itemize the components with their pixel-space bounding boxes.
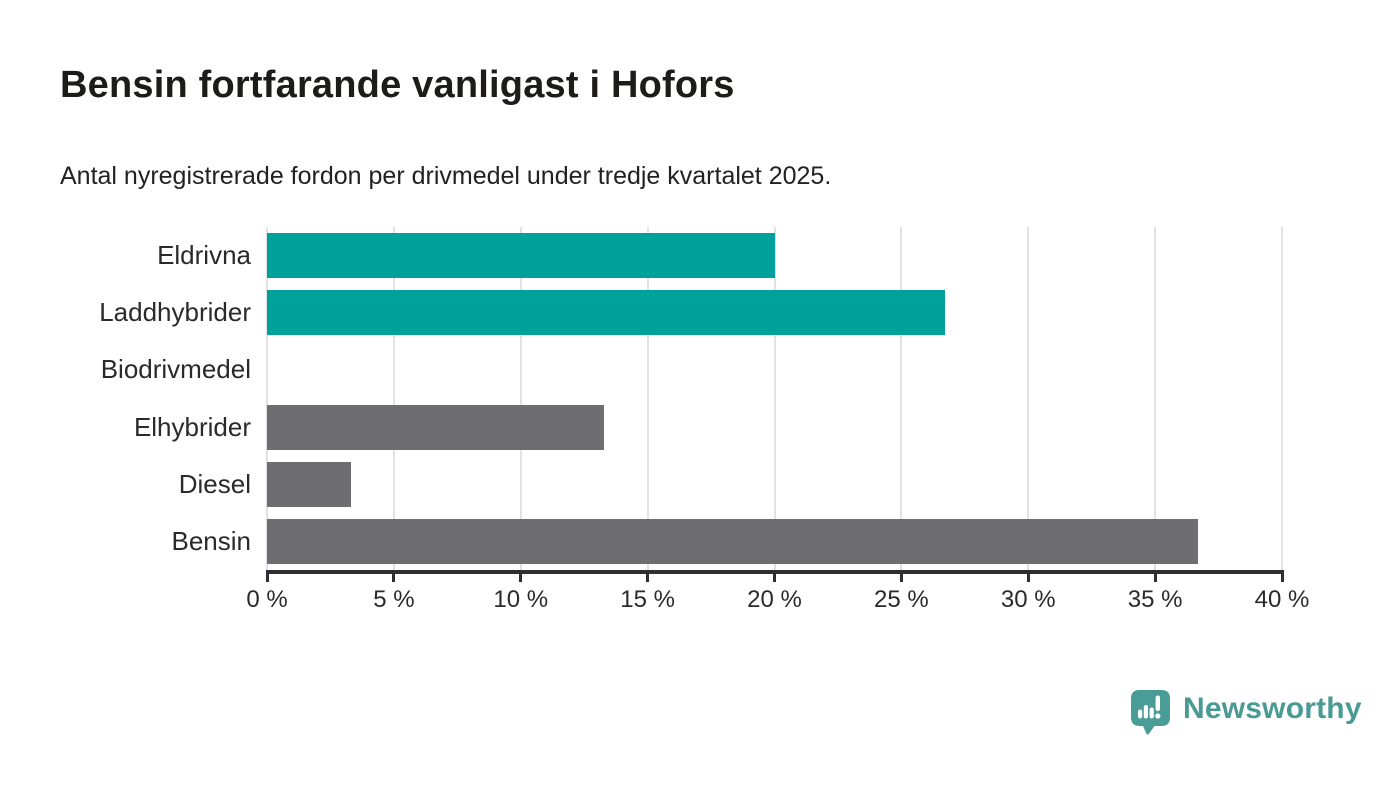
x-gridline	[900, 227, 903, 570]
x-gridline	[519, 227, 522, 570]
x-axis-tick	[773, 570, 776, 582]
x-axis-tick	[646, 570, 650, 582]
x-axis-tick	[1280, 570, 1284, 582]
x-axis-tick	[899, 570, 903, 582]
x-tick-label: 20 %	[747, 586, 802, 613]
x-axis-tick	[1153, 570, 1157, 582]
category-label: Biodrivmedel	[100, 354, 251, 385]
x-tick-label: 40 %	[1254, 586, 1310, 613]
x-tick-label: 25 %	[874, 586, 929, 613]
newsworthy-logo: Newsworthy	[1130, 689, 1362, 737]
x-axis-tick	[1026, 570, 1030, 582]
x-tick-label: 30 %	[1000, 586, 1056, 613]
x-axis-tick	[265, 570, 269, 582]
bar-eldrivna	[267, 233, 775, 279]
bar-elhybrider	[267, 404, 605, 450]
category-label: Bensin	[171, 525, 252, 556]
category-label: Eldrivna	[157, 240, 251, 270]
x-tick-label: 10 %	[493, 586, 549, 613]
x-axis-tick	[392, 570, 396, 582]
category-label: Laddhybrider	[99, 297, 251, 328]
x-gridline	[1154, 227, 1157, 570]
x-gridline	[266, 227, 268, 570]
bar-bensin	[267, 518, 1199, 564]
x-gridline	[773, 227, 776, 570]
x-gridline	[392, 227, 395, 570]
category-label: Elhybrider	[133, 411, 251, 442]
chart-subtitle: Antal nyregistrerade fordon per drivmede…	[60, 162, 832, 190]
x-tick-label: 5 %	[373, 586, 415, 613]
x-axis-tick	[519, 570, 523, 582]
x-gridline	[646, 227, 649, 570]
x-tick-label: 35 %	[1127, 586, 1183, 613]
chart-title: Bensin fortfarande vanligast i Hofors	[60, 64, 735, 106]
x-gridline	[1281, 227, 1283, 570]
newsworthy-logo-icon	[1131, 690, 1170, 735]
bar-diesel	[267, 461, 351, 507]
x-tick-label: 0 %	[246, 586, 288, 613]
newsworthy-logo-text: Newsworthy	[1183, 692, 1362, 725]
x-gridline	[1027, 227, 1030, 570]
category-label: Diesel	[178, 468, 251, 499]
bar-laddhybrider	[267, 290, 945, 336]
x-tick-label: 15 %	[620, 586, 675, 613]
